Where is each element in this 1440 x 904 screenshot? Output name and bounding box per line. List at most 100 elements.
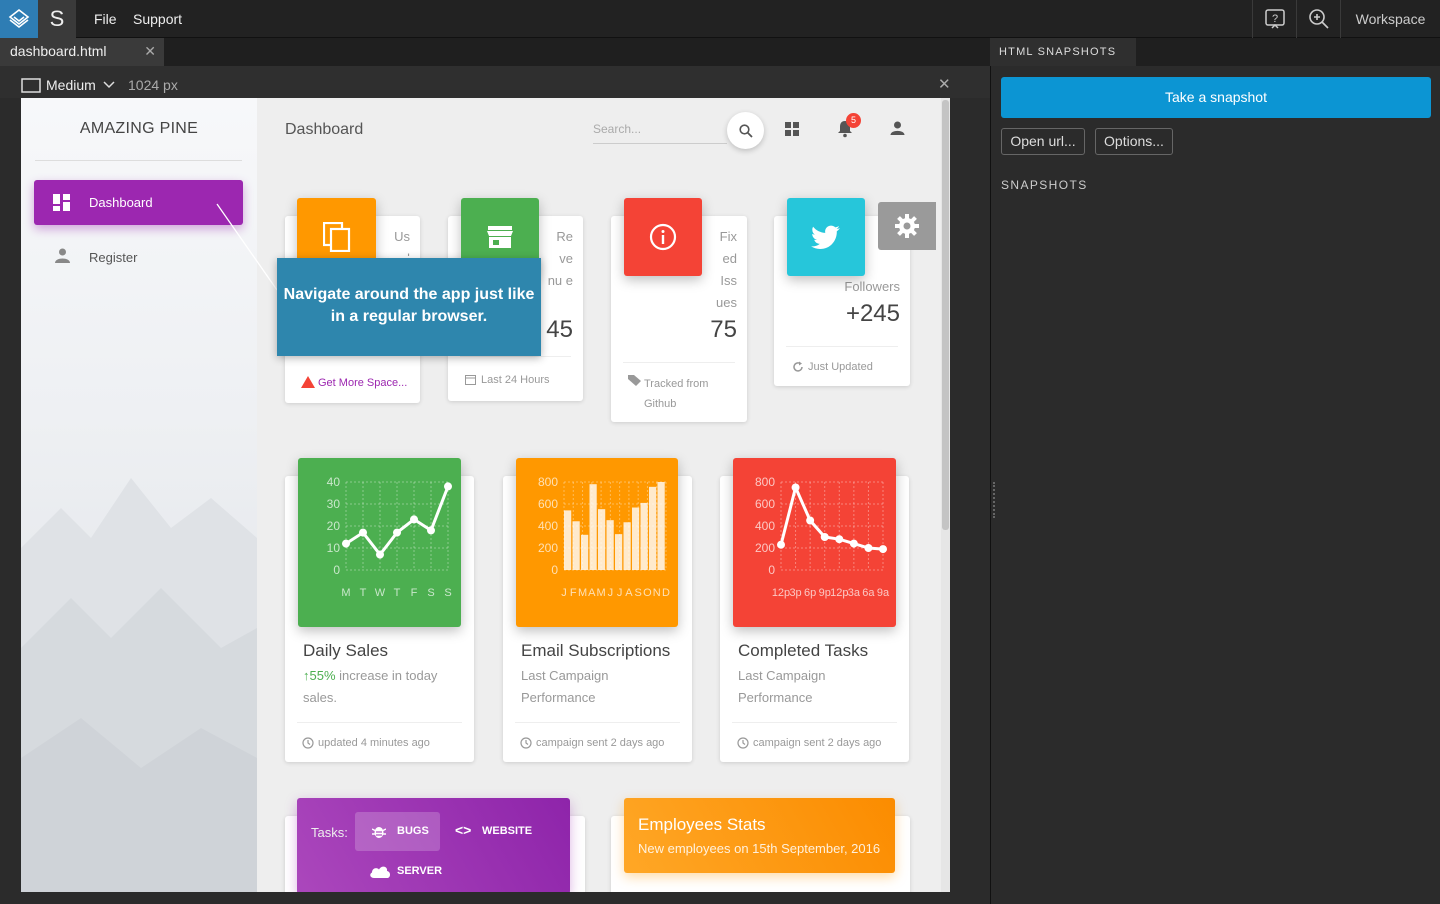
data-point [879,545,887,554]
clock-icon [737,737,749,749]
bar [649,486,657,570]
scrollbar-thumb[interactable] [942,100,949,530]
nav-item-dashboard[interactable]: Dashboard [34,180,243,225]
data-point [791,483,800,492]
device-select[interactable]: Medium [46,77,96,93]
chart-footer: updated 4 minutes ago [318,737,430,749]
help-icon: ? [1264,9,1285,29]
x-tick-label: M [597,587,606,599]
y-tick-label: 200 [538,541,558,555]
y-tick-label: 40 [327,475,341,489]
dashboard-icon [53,194,70,211]
data-point [806,516,815,525]
take-snapshot-button[interactable]: Take a snapshot [1001,77,1431,118]
tasks-header: Tasks: BUGS <> WEBSITE SERVER [297,798,570,892]
data-point [864,544,873,552]
bar [589,484,597,570]
x-tick-label: 3a [848,587,861,599]
employees-title: Employees Stats [638,815,766,834]
onboarding-tooltip: Navigate around the app just like in a r… [277,258,541,356]
snapshots-panel [990,38,1440,904]
chart-subtitle: Last Campaign Performance [738,668,826,705]
gear-icon [895,214,919,238]
pinegrow-logo-icon [8,8,30,29]
bar [615,534,623,570]
apps-icon[interactable] [785,122,800,137]
x-tick-label: 6a [862,587,875,599]
bar [564,510,572,570]
stat-label: Followers [844,279,900,294]
data-point [376,550,384,559]
content-copy-icon [322,222,350,252]
tab-website[interactable]: <> WEBSITE [452,812,562,851]
settings-button[interactable] [878,202,936,250]
x-tick-label: S [427,587,434,599]
site-brand[interactable]: AMAZING PINE [79,120,199,137]
menu-support[interactable]: Support [133,11,183,27]
options-button[interactable]: Options... [1095,128,1173,155]
y-tick-label: 800 [538,475,558,489]
store-icon [487,226,513,248]
search-button[interactable] [727,112,764,149]
zoom-button[interactable] [1296,0,1340,38]
tab-bugs[interactable]: BUGS [355,812,440,851]
svg-text:?: ? [1271,13,1277,25]
data-point [820,533,829,541]
y-tick-label: 0 [768,563,775,577]
stat-footer: Last 24 Hours [481,374,550,386]
nav-item-register[interactable]: Register [34,238,243,276]
chevron-down-icon[interactable] [103,81,115,89]
close-tab-icon[interactable]: ✕ [144,43,156,59]
divider [460,356,571,357]
page-title: Dashboard [285,121,364,138]
panel-resize-handle[interactable] [993,482,997,518]
stat-label: Re ve nu e [547,229,573,288]
file-tab[interactable]: dashboard.html ✕ [0,38,164,66]
data-point [393,528,401,537]
x-tick-label: A [588,587,596,599]
divider [786,346,898,347]
app-logo[interactable] [0,0,38,38]
y-tick-label: 200 [755,541,775,555]
open-url-button[interactable]: Open url... [1001,128,1085,155]
info-icon [649,223,677,251]
x-tick-label: S [444,587,451,599]
tooltip-pointer-line [216,203,278,291]
y-tick-label: 0 [333,563,340,577]
data-point [444,482,452,491]
menu-file[interactable]: File [94,11,117,27]
series-line [345,485,450,558]
close-preview-icon[interactable]: ✕ [938,76,951,93]
employees-header: Employees Stats New employees on 15th Se… [624,798,895,873]
x-tick-label: N [653,587,661,599]
bug-icon [372,827,386,838]
series-line [779,482,884,551]
data-point [410,515,418,524]
chart-subtitle: ↑55% increase in today sales. [303,665,453,709]
search-input[interactable]: Search... [593,118,727,144]
site-sidebar: AMAZING PINE Dashboard Register [21,98,257,892]
account-icon[interactable] [890,121,905,136]
s-button[interactable]: S [38,0,76,38]
chart-subtitle: Last Campaign Performance [521,668,609,705]
bar [606,520,614,570]
chart-title: Completed Tasks [738,641,869,660]
tab-label: WEBSITE [482,825,533,837]
cloud-icon [370,866,390,878]
x-tick-label: T [360,587,367,599]
chart-subtitle-text: increase in today sales. [303,668,438,705]
person-icon [55,248,70,263]
help-button[interactable]: ? [1252,0,1296,38]
x-tick-label: F [411,587,418,599]
workspace-button[interactable]: Workspace [1340,0,1440,38]
stat-value: 45 [546,316,573,343]
bar [581,534,589,570]
divider [732,722,897,723]
x-tick-label: F [570,587,577,599]
page-preview: AMAZING PINE Dashboard Register Dashboar… [21,98,950,892]
bar [598,509,606,570]
tab-html-snapshots[interactable]: HTML SNAPSHOTS [990,38,1136,66]
stat-footer[interactable]: Get More Space... [318,377,408,389]
tab-server[interactable]: SERVER [355,853,465,889]
x-tick-label: 3p [789,587,801,599]
